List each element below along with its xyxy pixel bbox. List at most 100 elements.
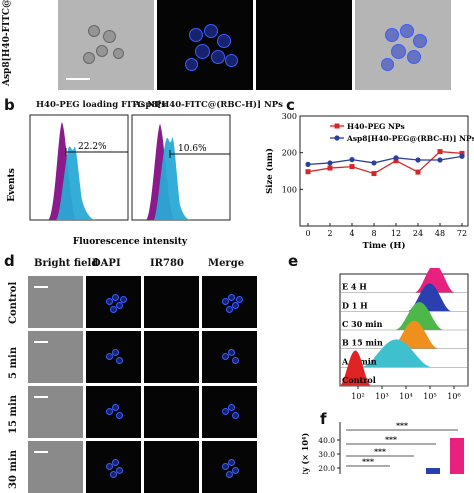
panel-d-image-tile	[144, 441, 199, 493]
data-point	[349, 157, 355, 163]
panel-e-row-label: Control	[342, 375, 376, 385]
significance-label: ***	[385, 435, 397, 444]
panel-b-left-percent: 22.2%	[78, 142, 107, 152]
panel-d-image-tile	[28, 386, 83, 438]
legend-label: Asp8[H40-PEG@(RBC-H)] NPs	[346, 134, 474, 143]
y-tick-label: 200	[282, 149, 297, 158]
panel-a-fitc-image	[256, 0, 352, 90]
panel-b-ylabel: Events	[7, 168, 17, 202]
series-line-0	[307, 150, 463, 175]
data-point	[393, 158, 399, 164]
y-tick-label: 100	[282, 185, 297, 194]
chart-c-frame	[299, 115, 469, 227]
panel-d-column-header: DAPI	[92, 258, 121, 269]
x-tick-label: 10⁵	[423, 392, 436, 401]
panel-b-right-percent: 10.6%	[178, 144, 207, 154]
panel-a-merge-image	[355, 0, 451, 90]
panel-e-row-label: D 1 H	[342, 300, 368, 310]
panel-d-image-tile	[144, 386, 199, 438]
data-point	[305, 161, 311, 167]
panel-d-letter: d	[4, 252, 15, 270]
panel-b-histograms: Events 22.2% 10.6% Fluorescence intensit…	[7, 114, 231, 247]
panel-d-image-tile	[202, 441, 257, 493]
scale-bar	[66, 78, 90, 80]
panel-d-image-tile	[144, 331, 199, 383]
scale-bar	[34, 451, 48, 453]
data-point	[327, 160, 333, 166]
data-point	[371, 160, 377, 166]
panel-a-bright-field-image	[58, 0, 154, 90]
x-tick-label: 24	[413, 229, 423, 238]
y-tick-label: 300	[282, 112, 297, 121]
panel-d-image-tile	[86, 386, 141, 438]
panel-d-row-label: 15 min	[8, 394, 19, 434]
data-point	[415, 169, 421, 175]
legend-marker	[334, 135, 340, 141]
significance-label: ***	[396, 421, 408, 430]
series-line-1	[307, 155, 463, 166]
panel-d-image-tile	[202, 331, 257, 383]
data-point	[415, 157, 421, 163]
panel-a-dapi-image	[157, 0, 253, 90]
bar	[450, 438, 464, 474]
data-point	[437, 149, 443, 155]
panel-d-image-tile	[86, 441, 141, 493]
data-point	[305, 169, 311, 175]
scale-bar	[34, 286, 48, 288]
panel-d-column-header: Merge	[208, 258, 245, 269]
y-tick-label: 30.0	[318, 450, 335, 459]
x-tick-label: 2	[327, 229, 332, 238]
panel-b-xlabel: Fluorescence intensity	[73, 237, 188, 247]
data-point	[327, 165, 333, 171]
histogram-peak	[394, 302, 444, 330]
histogram-sample-right	[154, 137, 192, 220]
panel-e-row-label: C 30 min	[342, 319, 383, 329]
x-tick-label: 48	[435, 229, 445, 238]
panel-d-image-tile	[144, 276, 199, 328]
panel-b-right-title: Asp8[H40-FITC@(RBC-H)] NPs	[134, 100, 283, 110]
chart-c-xlabel: Time (H)	[363, 240, 406, 251]
chart-f-ylabel: sity (× 10⁴)	[300, 433, 310, 474]
y-tick-label: 20.0	[318, 464, 335, 473]
panel-d-column-header: IR780	[150, 258, 184, 269]
panel-e-row-label: B 15 min	[342, 338, 383, 348]
x-tick-label: 12	[391, 229, 401, 238]
panel-d-row-label: 5 min	[8, 346, 19, 379]
panel-d-image-tile	[86, 276, 141, 328]
data-point	[349, 164, 355, 170]
panel-d-image-tile	[28, 276, 83, 328]
panel-e-letter: e	[288, 252, 299, 270]
scale-bar	[34, 396, 48, 398]
panel-d-row-label: Control	[8, 281, 19, 324]
data-point	[459, 150, 465, 156]
histogram-sample-left	[56, 146, 96, 220]
panel-d-row-label: 30 min	[8, 449, 19, 489]
y-tick-label: 40.0	[318, 436, 335, 445]
data-point	[371, 171, 377, 177]
panel-d-image-tile	[86, 331, 141, 383]
legend-label: H40-PEG NPs	[347, 122, 405, 131]
significance-label: ***	[362, 457, 374, 466]
panel-d-image-tile	[28, 331, 83, 383]
x-tick-label: 10³	[375, 392, 388, 401]
significance-label: ***	[374, 447, 386, 456]
panel-d-image-tile	[202, 276, 257, 328]
panel-c-letter: c	[286, 96, 295, 114]
panel-e-row-label: E 4 H	[342, 282, 367, 292]
x-tick-label: 72	[457, 229, 467, 238]
panel-f-chart: sity (× 10⁴) 40.030.020.0************	[300, 421, 464, 474]
x-tick-label: 10⁶	[447, 392, 460, 401]
scale-bar	[34, 341, 48, 343]
x-tick-label: 8	[371, 229, 376, 238]
panel-d-image-tile	[202, 386, 257, 438]
panel-d-image-tile	[28, 441, 83, 493]
panel-d-column-header: Bright field	[34, 258, 99, 269]
chart-c-ylabel: Size (nm)	[264, 148, 275, 194]
histogram-peak	[359, 339, 434, 368]
panel-f-letter: f	[320, 410, 327, 428]
x-tick-label: 10²	[351, 392, 364, 401]
bar	[426, 468, 440, 474]
panel-a-side-label: Asp8[H40-FITC@(RBC-H)] NPs	[2, 0, 12, 86]
